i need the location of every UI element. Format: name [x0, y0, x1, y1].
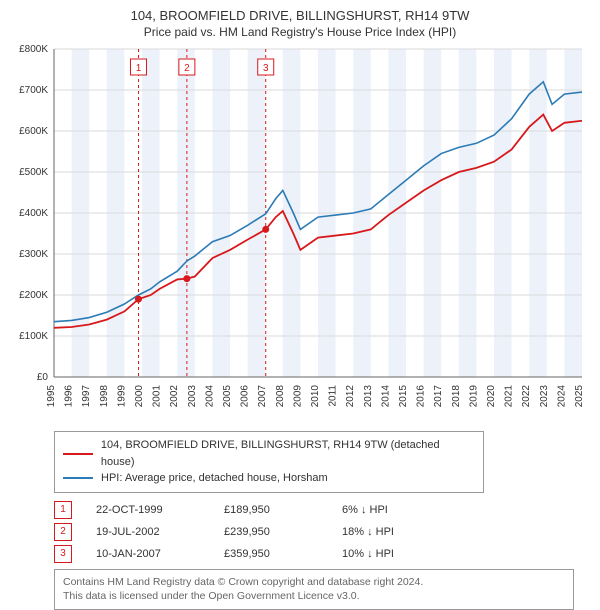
event-row-date: 19-JUL-2002	[96, 521, 224, 543]
x-tick-label: 1999	[116, 385, 127, 408]
y-tick-label: £100K	[19, 331, 48, 342]
x-tick-label: 1998	[99, 385, 110, 408]
y-tick-label: £400K	[19, 208, 48, 219]
event-row-price: £239,950	[224, 521, 342, 543]
page-container: 104, BROOMFIELD DRIVE, BILLINGSHURST, RH…	[0, 0, 600, 590]
event-row-marker: 1	[54, 501, 72, 519]
line-chart: £0 £100K £200K £300K £400K £500K £600K £700K £80…	[10, 45, 590, 425]
chart-title-line2: Price paid vs. HM Land Registry's House …	[10, 25, 590, 39]
x-tick-label: 2015	[398, 385, 409, 408]
x-tick-label: 2013	[363, 385, 374, 408]
x-tick-label: 2021	[504, 385, 515, 408]
event-row-diff: 18% ↓ HPI	[342, 521, 452, 543]
event-row: 3 10-JAN-2007£359,95010% ↓ HPI	[54, 543, 452, 565]
legend-swatch	[63, 453, 93, 455]
attribution-line2: This data is licensed under the Open Gov…	[63, 589, 565, 604]
event-row: 2 19-JUL-2002£239,95018% ↓ HPI	[54, 521, 452, 543]
event-row-marker: 3	[54, 545, 72, 563]
y-tick-label: £200K	[19, 290, 48, 301]
event-point	[183, 275, 190, 282]
x-tick-label: 2025	[574, 385, 585, 408]
x-tick-label: 2011	[328, 385, 339, 407]
x-tick-label: 2019	[468, 385, 479, 408]
event-marker-number: 1	[136, 63, 142, 74]
event-row-diff: 6% ↓ HPI	[342, 499, 452, 521]
x-tick-label: 2000	[134, 385, 145, 408]
x-tick-label: 2022	[521, 385, 532, 408]
event-point	[135, 296, 142, 303]
x-tick-label: 2017	[433, 385, 444, 408]
y-tick-label: £300K	[19, 249, 48, 260]
x-tick-label: 2002	[169, 385, 180, 408]
y-tick-label: £700K	[19, 85, 48, 96]
legend-swatch	[63, 477, 93, 479]
x-tick-label: 2023	[539, 385, 550, 408]
x-tick-label: 2007	[257, 385, 268, 408]
event-row-marker: 2	[54, 523, 72, 541]
legend-row: 104, BROOMFIELD DRIVE, BILLINGSHURST, RH…	[63, 437, 475, 470]
x-tick-label: 2004	[204, 385, 215, 408]
legend-box: 104, BROOMFIELD DRIVE, BILLINGSHURST, RH…	[54, 431, 484, 493]
x-tick-label: 2012	[345, 385, 356, 408]
event-row-price: £189,950	[224, 499, 342, 521]
legend-label: 104, BROOMFIELD DRIVE, BILLINGSHURST, RH…	[101, 437, 475, 470]
chart-area: £0 £100K £200K £300K £400K £500K £600K £700K £80…	[10, 45, 590, 425]
x-tick-label: 1997	[81, 385, 92, 408]
x-tick-label: 2024	[556, 385, 567, 408]
attribution-box: Contains HM Land Registry data © Crown c…	[54, 569, 574, 610]
attribution-line1: Contains HM Land Registry data © Crown c…	[63, 575, 565, 590]
x-tick-label: 1996	[64, 385, 75, 408]
legend-label: HPI: Average price, detached house, Hors…	[101, 470, 328, 487]
x-tick-label: 2014	[380, 385, 391, 408]
event-row-date: 22-OCT-1999	[96, 499, 224, 521]
x-tick-label: 2018	[451, 385, 462, 408]
x-tick-label: 2005	[222, 385, 233, 408]
event-row-price: £359,950	[224, 543, 342, 565]
chart-title-line1: 104, BROOMFIELD DRIVE, BILLINGSHURST, RH…	[10, 8, 590, 23]
event-marker-number: 3	[263, 63, 269, 74]
event-row-date: 10-JAN-2007	[96, 543, 224, 565]
event-row: 1 22-OCT-1999£189,9506% ↓ HPI	[54, 499, 452, 521]
x-tick-label: 2008	[275, 385, 286, 408]
x-tick-label: 2006	[240, 385, 251, 408]
y-tick-label: £0	[37, 372, 49, 383]
legend-row: HPI: Average price, detached house, Hors…	[63, 470, 475, 487]
event-point	[262, 226, 269, 233]
event-marker-number: 2	[184, 63, 190, 74]
x-tick-label: 1995	[46, 385, 57, 408]
x-tick-label: 2010	[310, 385, 321, 408]
x-tick-label: 2001	[152, 385, 163, 408]
y-tick-label: £800K	[19, 45, 48, 55]
events-table: 1 22-OCT-1999£189,9506% ↓ HPI 2 19-JUL-2002…	[54, 499, 590, 565]
x-tick-label: 2020	[486, 385, 497, 408]
x-tick-label: 2003	[187, 385, 198, 408]
x-tick-label: 2016	[416, 385, 427, 408]
y-tick-label: £500K	[19, 167, 48, 178]
y-tick-label: £600K	[19, 126, 48, 137]
event-row-diff: 10% ↓ HPI	[342, 543, 452, 565]
x-tick-label: 2009	[292, 385, 303, 408]
